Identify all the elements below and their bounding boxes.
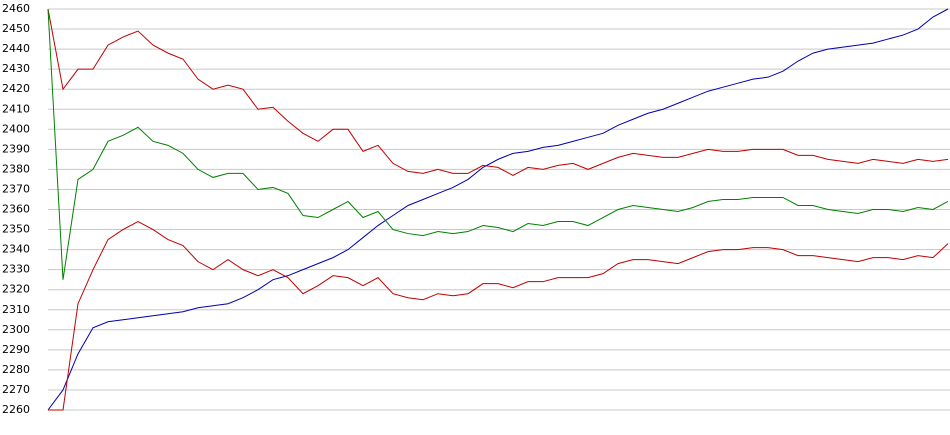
y-tick-label: 2370 bbox=[2, 182, 30, 195]
y-tick-label: 2460 bbox=[2, 2, 30, 15]
y-tick-label: 2390 bbox=[2, 142, 30, 155]
y-tick-label: 2450 bbox=[2, 22, 30, 35]
series-line bbox=[47, 8, 949, 411]
series-line bbox=[47, 8, 949, 176]
y-tick-label: 2310 bbox=[2, 303, 30, 316]
y-tick-label: 2270 bbox=[2, 383, 30, 396]
y-tick-label: 2260 bbox=[2, 403, 30, 416]
y-tick-label: 2300 bbox=[2, 323, 30, 336]
y-tick-label: 2380 bbox=[2, 162, 30, 175]
y-tick-label: 2350 bbox=[2, 223, 30, 236]
y-tick-label: 2340 bbox=[2, 243, 30, 256]
y-tick-label: 2400 bbox=[2, 122, 30, 135]
y-tick-label: 2360 bbox=[2, 203, 30, 216]
y-tick-label: 2420 bbox=[2, 82, 30, 95]
y-tick-label: 2430 bbox=[2, 62, 30, 75]
y-tick-label: 2440 bbox=[2, 42, 30, 55]
y-tick-label: 2410 bbox=[2, 102, 30, 115]
y-tick-label: 2330 bbox=[2, 263, 30, 276]
y-tick-label: 2280 bbox=[2, 363, 30, 376]
y-tick-label: 2290 bbox=[2, 343, 30, 356]
series-line bbox=[47, 8, 949, 280]
series-line bbox=[48, 220, 949, 411]
y-tick-label: 2320 bbox=[2, 283, 30, 296]
